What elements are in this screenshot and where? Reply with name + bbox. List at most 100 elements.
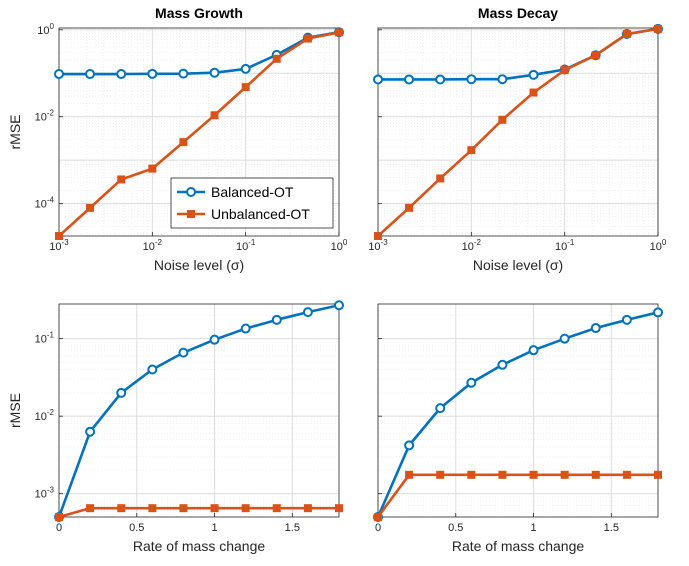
x-tick-label: 10-1: [236, 238, 256, 253]
data-point: [147, 364, 158, 375]
x-tick-label: 0: [56, 522, 62, 534]
data-point: [178, 347, 189, 358]
axes-box: [58, 27, 340, 237]
data-point: [405, 203, 414, 212]
chart-panel-3: 0 0.5 1 1.5 10-3 10-2 10-1 Rate of mass change r…: [7, 300, 344, 554]
x-tick-label: 1: [530, 522, 536, 534]
data-point: [622, 30, 631, 39]
x-tick-label: 10-2: [462, 238, 482, 253]
data-point: [436, 174, 445, 183]
data-point: [272, 54, 281, 63]
data-point: [241, 504, 250, 513]
data-point: [302, 307, 313, 318]
chart-title: Mass Growth: [155, 5, 243, 21]
data-point: [85, 69, 96, 80]
data-point: [335, 28, 343, 37]
data-point: [654, 470, 662, 479]
data-point: [117, 504, 126, 513]
data-point: [497, 74, 508, 85]
axes-box: [377, 303, 659, 518]
legend-marker: [187, 210, 195, 218]
y-tick-label: 10-2: [35, 408, 55, 423]
data-point: [241, 83, 250, 92]
data-point: [178, 68, 189, 79]
x-tick-label: 100: [331, 238, 348, 253]
data-point: [373, 74, 383, 85]
legend-entry: Unbalanced-OT: [211, 206, 310, 222]
data-point: [621, 314, 632, 325]
data-point: [467, 470, 476, 479]
data-point: [86, 203, 95, 212]
data-point: [210, 504, 219, 513]
y-axis-label: rMSE: [7, 115, 23, 150]
x-tick-label: 10-2: [143, 238, 163, 253]
series-unbalanced-ot: [55, 28, 343, 240]
data-point: [209, 67, 220, 78]
series-line: [377, 27, 659, 237]
chart-panel-4: 0 0.5 1 1.5 Rate of mass change: [373, 303, 663, 554]
data-point: [303, 34, 312, 43]
data-point: [374, 232, 382, 240]
data-point: [117, 175, 126, 184]
series-line: [58, 506, 339, 519]
plot-area: [59, 304, 339, 517]
axes-box: [58, 303, 340, 518]
data-point: [334, 300, 344, 311]
data-point: [54, 69, 64, 80]
data-point: [405, 470, 414, 479]
data-point: [148, 504, 157, 513]
data-point: [240, 323, 251, 334]
legend-marker: [186, 187, 196, 197]
axes-box: [377, 27, 659, 237]
data-point: [55, 232, 63, 240]
data-point: [498, 115, 507, 124]
data-point: [560, 470, 569, 479]
data-point: [86, 504, 95, 513]
x-tick-label: 0: [375, 522, 381, 534]
y-tick-label: 10-4: [35, 196, 55, 211]
data-point: [591, 470, 600, 479]
data-point: [435, 74, 446, 85]
data-point: [55, 513, 63, 521]
series-unbalanced-ot: [55, 504, 343, 521]
x-axis-label: Noise level (σ): [154, 257, 244, 273]
series-line: [376, 473, 658, 518]
data-point: [404, 440, 415, 451]
x-tick-label: 1.5: [285, 522, 300, 534]
y-tick-label: 100: [37, 22, 54, 37]
series-line: [57, 303, 340, 518]
data-point: [559, 333, 570, 344]
series-line: [376, 311, 659, 518]
data-point: [653, 307, 663, 318]
data-point: [528, 345, 539, 356]
series-line: [58, 31, 340, 237]
legend: Balanced-OT Unbalanced-OT: [170, 177, 334, 229]
y-tick-label: 10-1: [35, 331, 55, 346]
x-axis-label: Rate of mass change: [452, 538, 585, 554]
data-point: [335, 504, 343, 513]
plot-area: [378, 28, 658, 236]
data-point: [590, 323, 601, 334]
series-line: [59, 30, 340, 76]
legend-box: [170, 177, 334, 229]
x-tick-label: 1: [211, 522, 217, 534]
y-tick-label: 10-2: [35, 109, 55, 124]
data-point: [498, 470, 507, 479]
data-point: [560, 66, 569, 75]
data-point: [271, 314, 282, 325]
data-point: [179, 504, 188, 513]
x-tick-label: 1.5: [604, 522, 619, 534]
data-point: [116, 387, 127, 398]
data-point: [210, 111, 219, 120]
x-tick-label: 10-3: [49, 238, 69, 253]
x-tick-label: 0.5: [448, 522, 463, 534]
data-point: [467, 146, 476, 155]
data-point: [435, 403, 446, 414]
plot-area: [378, 304, 658, 517]
data-point: [85, 426, 96, 437]
chart-panel-1: 10-3 10-2 10-1 100 10-4 10-2 100 Mass Growth Noi…: [7, 5, 348, 273]
chart-title: Mass Decay: [478, 5, 558, 21]
data-point: [529, 470, 538, 479]
data-point: [240, 63, 251, 74]
